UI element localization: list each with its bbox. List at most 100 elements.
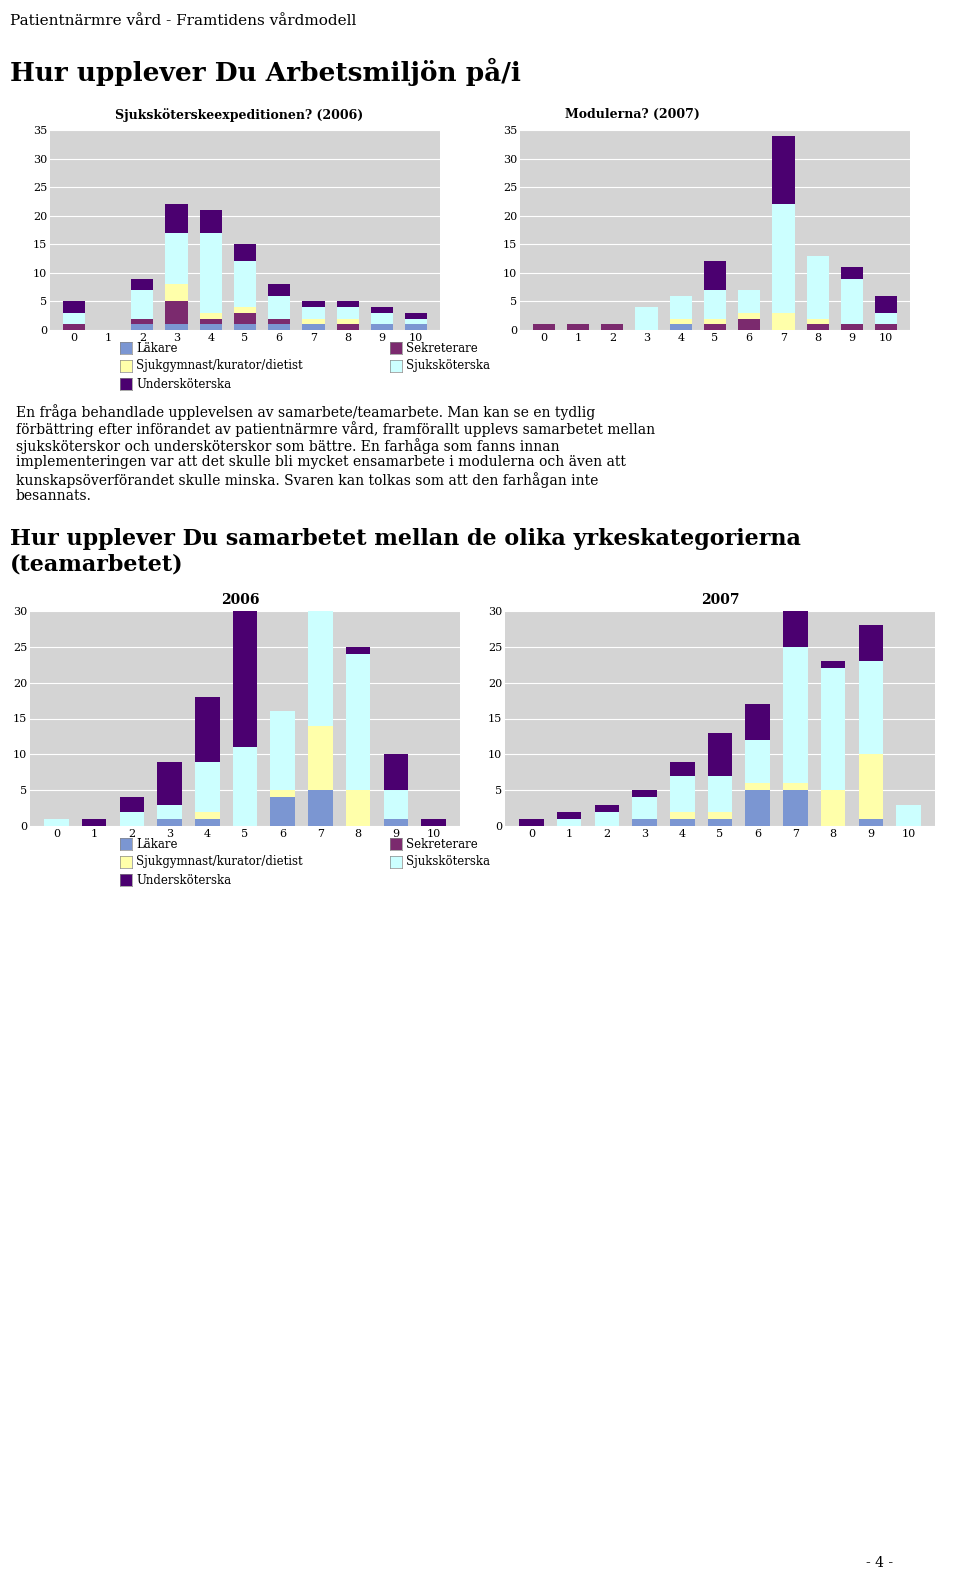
Bar — [384, 818, 408, 826]
Bar — [670, 324, 692, 331]
Bar — [708, 812, 732, 818]
Text: implementeringen var att det skulle bli mycket ensamarbete i modulerna och även : implementeringen var att det skulle bli … — [16, 454, 626, 469]
Bar — [308, 790, 333, 826]
Bar — [302, 307, 324, 318]
Bar — [567, 324, 589, 331]
Bar — [234, 307, 256, 313]
Bar — [772, 313, 795, 331]
Bar — [132, 278, 154, 291]
Bar — [746, 783, 770, 790]
Bar — [200, 324, 222, 331]
Text: Sjuksköterskeexpeditionen? (2006): Sjuksköterskeexpeditionen? (2006) — [115, 108, 363, 122]
Bar — [165, 284, 188, 302]
Bar — [704, 262, 726, 291]
Bar — [371, 307, 393, 313]
Bar — [783, 783, 807, 790]
Bar — [200, 210, 222, 234]
Bar — [858, 661, 883, 755]
Bar — [337, 318, 359, 324]
Bar — [195, 818, 220, 826]
Text: Modulerna? (2007): Modulerna? (2007) — [565, 108, 700, 121]
Bar — [234, 245, 256, 262]
Bar — [601, 324, 623, 331]
Bar — [165, 234, 188, 284]
Text: Patientnärmre vård - Framtidens vårdmodell: Patientnärmre vård - Framtidens vårdmode… — [10, 14, 356, 29]
Bar — [821, 669, 846, 790]
Bar — [120, 798, 144, 812]
Bar — [708, 775, 732, 812]
Bar — [557, 812, 582, 818]
Bar — [670, 775, 694, 812]
Bar — [268, 324, 290, 331]
Bar — [62, 302, 85, 313]
Bar — [405, 318, 427, 324]
Bar — [704, 324, 726, 331]
Text: 2007: 2007 — [701, 593, 739, 607]
Bar — [670, 318, 692, 324]
Text: Sekreterare: Sekreterare — [406, 837, 478, 850]
Text: besannats.: besannats. — [16, 489, 92, 504]
Bar — [670, 296, 692, 318]
Bar — [165, 324, 188, 331]
Bar — [195, 812, 220, 818]
Text: Sjuksköterska: Sjuksköterska — [406, 359, 490, 372]
Bar — [132, 324, 154, 331]
Bar — [337, 302, 359, 307]
Text: kunskapsöverförandet skulle minska. Svaren kan tolkas som att den farhågan inte: kunskapsöverförandet skulle minska. Svar… — [16, 472, 598, 488]
Bar — [337, 324, 359, 331]
Text: (teamarbetet): (teamarbetet) — [10, 555, 183, 575]
Bar — [841, 324, 863, 331]
Bar — [268, 318, 290, 324]
Bar — [783, 790, 807, 826]
Bar — [875, 296, 898, 313]
Text: Sekreterare: Sekreterare — [406, 342, 478, 354]
Bar — [308, 518, 333, 590]
Bar — [232, 747, 257, 826]
Bar — [783, 647, 807, 783]
Bar — [875, 313, 898, 324]
Bar — [738, 291, 760, 313]
Bar — [841, 267, 863, 278]
Bar — [746, 790, 770, 826]
Bar — [670, 818, 694, 826]
Bar — [165, 302, 188, 324]
Bar — [337, 307, 359, 318]
Text: Hur upplever Du samarbetet mellan de olika yrkeskategorierna: Hur upplever Du samarbetet mellan de oli… — [10, 528, 801, 550]
Bar — [157, 818, 181, 826]
Bar — [234, 324, 256, 331]
Bar — [132, 291, 154, 318]
Bar — [44, 818, 69, 826]
Bar — [704, 318, 726, 324]
Bar — [268, 284, 290, 296]
Bar — [195, 761, 220, 812]
Text: Sjukgymnast/kurator/dietist: Sjukgymnast/kurator/dietist — [136, 855, 302, 869]
Bar — [302, 324, 324, 331]
Bar — [746, 740, 770, 783]
Bar — [157, 804, 181, 818]
Text: - 4 -: - 4 - — [867, 1556, 894, 1570]
Bar — [533, 324, 555, 331]
Bar — [200, 234, 222, 313]
Bar — [371, 313, 393, 324]
Bar — [302, 318, 324, 324]
Bar — [772, 135, 795, 205]
Bar — [371, 324, 393, 331]
Bar — [308, 590, 333, 726]
Text: Läkare: Läkare — [136, 342, 178, 354]
Bar — [670, 761, 694, 775]
Bar — [858, 818, 883, 826]
Bar — [200, 318, 222, 324]
Bar — [783, 582, 807, 647]
Bar — [308, 726, 333, 790]
Bar — [405, 313, 427, 318]
Bar — [806, 324, 828, 331]
Bar — [557, 818, 582, 826]
Text: Hur upplever Du Arbetsmiljön på/i: Hur upplever Du Arbetsmiljön på/i — [10, 59, 521, 86]
Bar — [82, 818, 107, 826]
Bar — [157, 761, 181, 804]
Text: Undersköterska: Undersköterska — [136, 378, 231, 391]
Text: sjuksköterskor och undersköterskor som bättre. En farhåga som fanns innan: sjuksköterskor och undersköterskor som b… — [16, 439, 560, 454]
Bar — [232, 612, 257, 747]
Bar — [708, 733, 732, 775]
Text: Läkare: Läkare — [136, 837, 178, 850]
